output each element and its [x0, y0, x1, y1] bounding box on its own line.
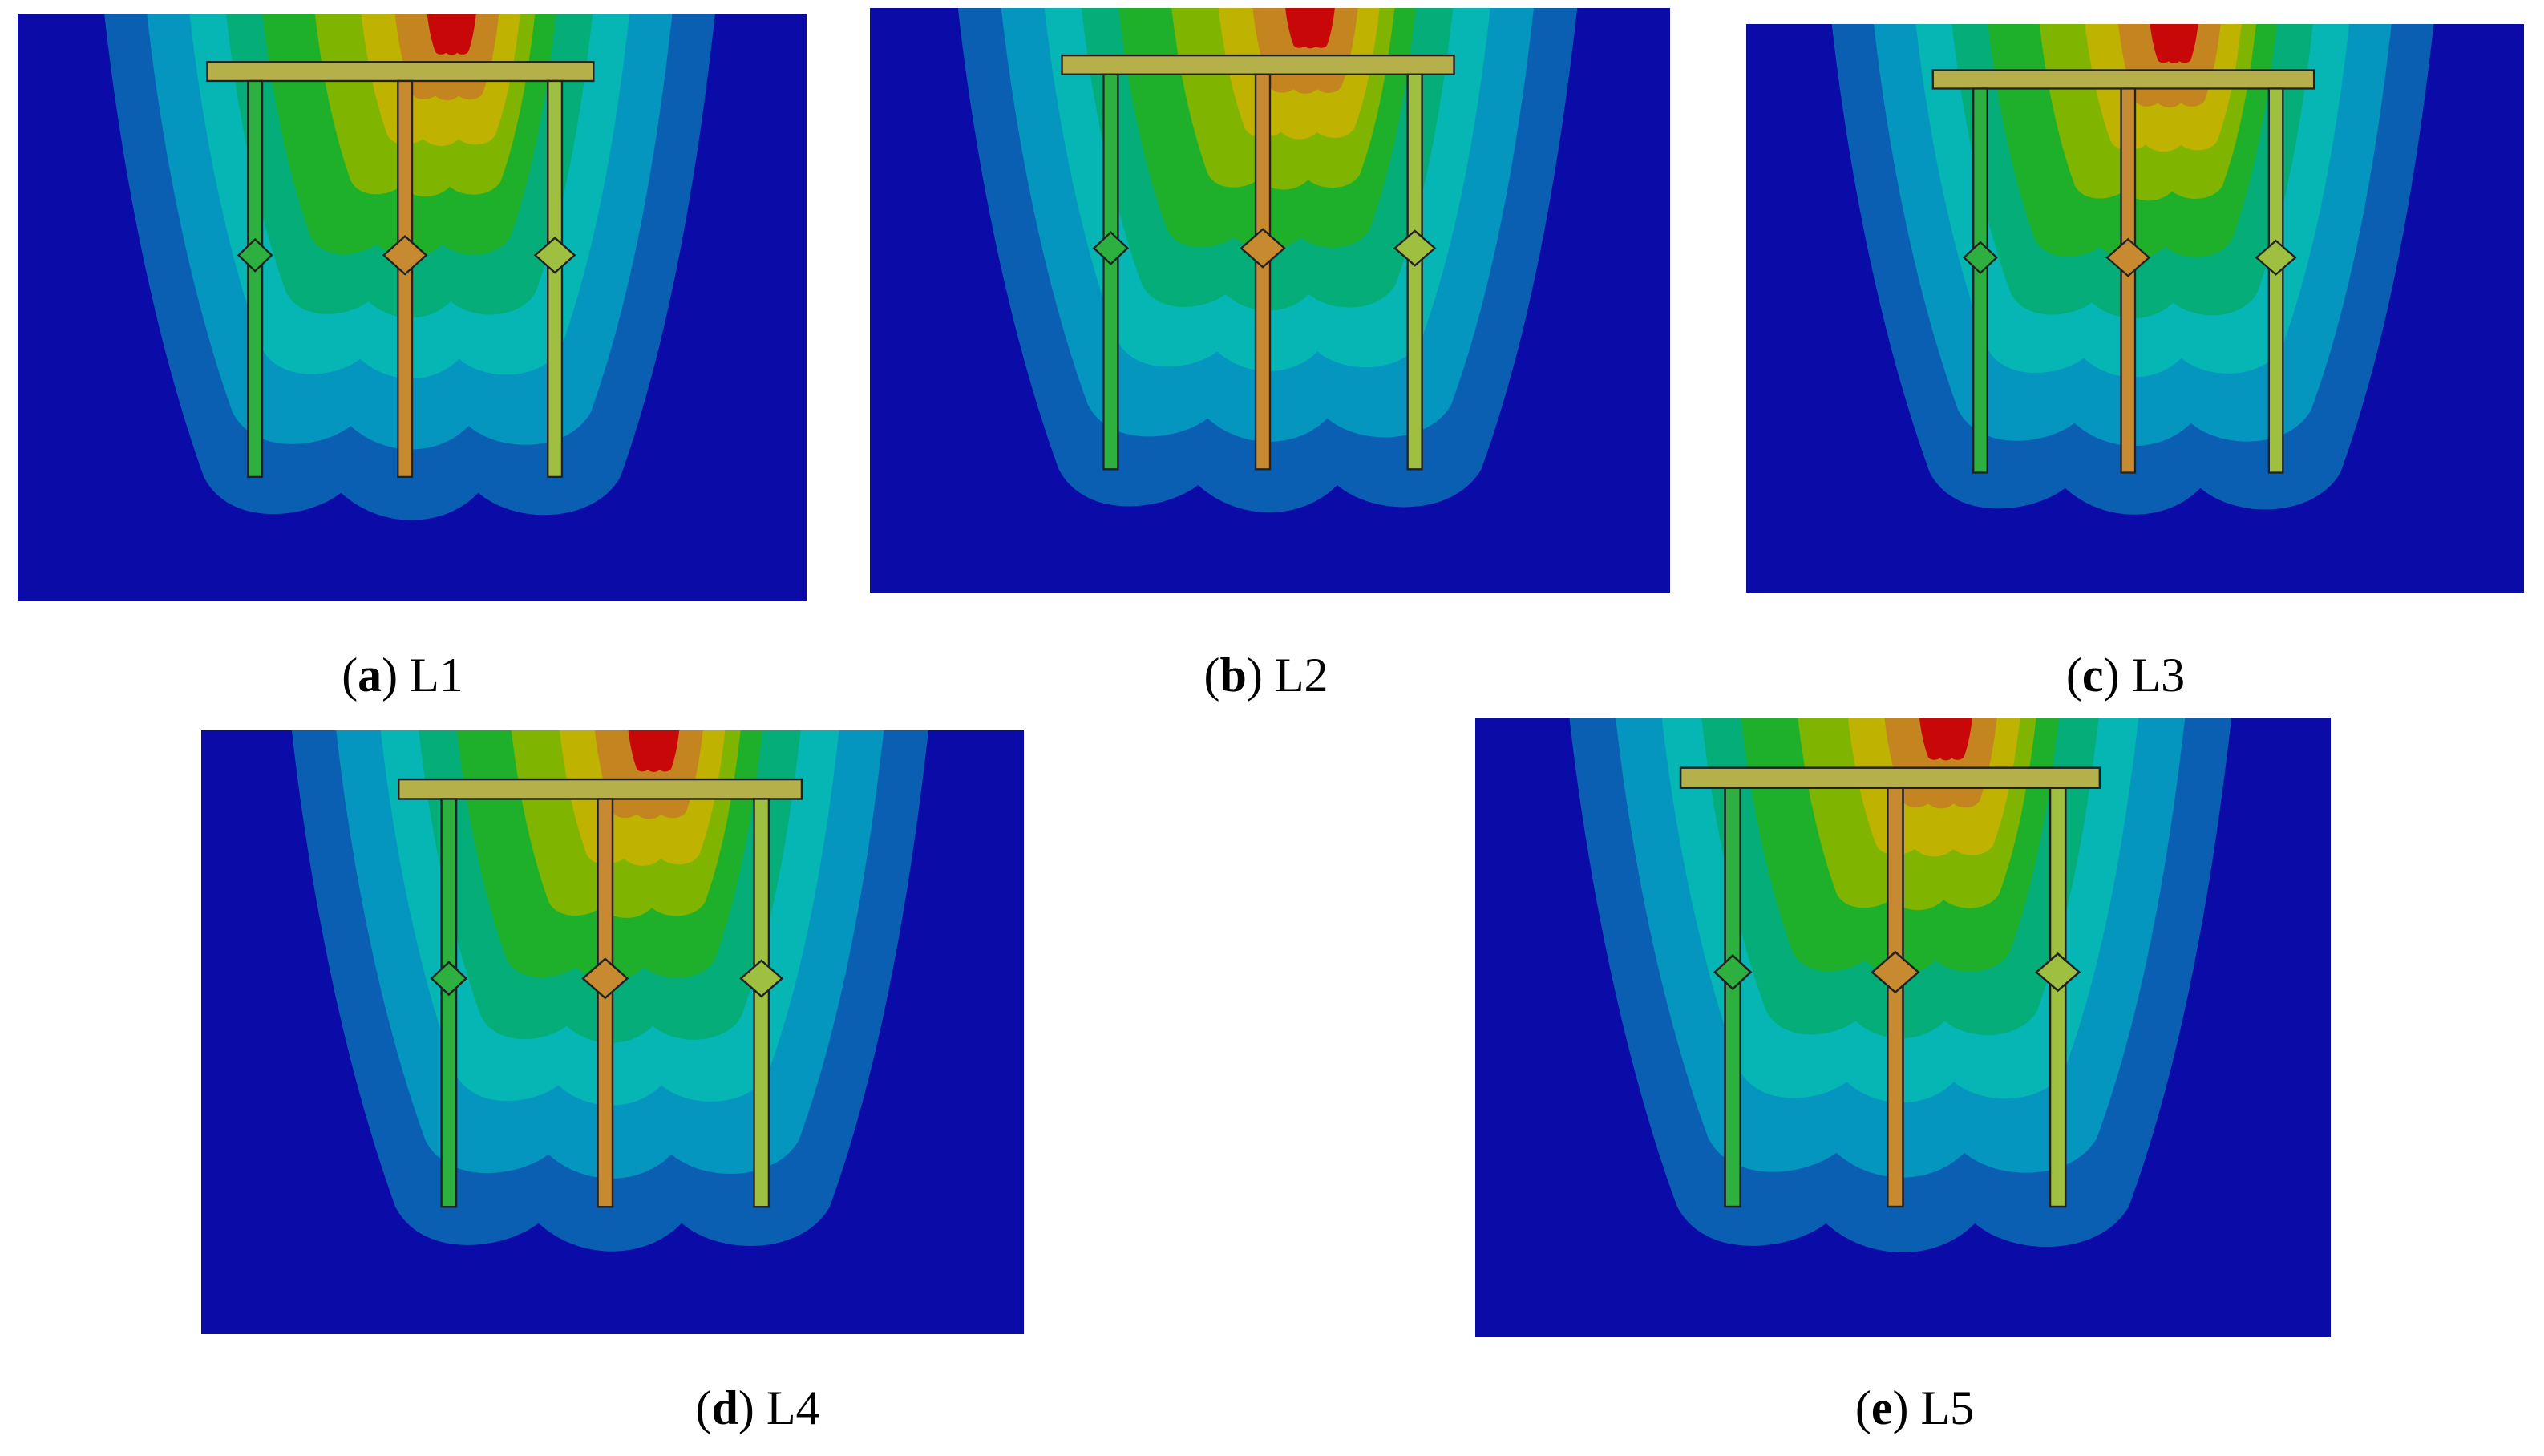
- caption: (b) L2: [1204, 648, 1329, 703]
- contour-plot: [870, 8, 1670, 593]
- contour-plot: [201, 730, 1024, 1334]
- caption-open: (: [1854, 1381, 1871, 1434]
- contour-plot: [18, 14, 807, 601]
- caption-open: (: [342, 649, 358, 702]
- caption-open: (: [1203, 649, 1220, 702]
- caption-name: L3: [2131, 649, 2186, 702]
- caption-letter: c: [2081, 649, 2104, 702]
- caption-open: (: [2065, 649, 2082, 702]
- caption-letter: b: [1219, 649, 1247, 702]
- contour-plot: [1746, 24, 2524, 593]
- caption-name: L2: [1274, 649, 1329, 702]
- caption-open: (: [695, 1381, 712, 1434]
- caption: (e) L5: [1855, 1381, 1974, 1436]
- caption-close: ): [2103, 649, 2120, 702]
- caption-letter: e: [1871, 1381, 1893, 1434]
- caption-letter: a: [358, 649, 382, 702]
- caption-letter: d: [711, 1381, 738, 1434]
- caption-name: L5: [1920, 1381, 1975, 1434]
- caption-name: L1: [410, 649, 463, 702]
- caption: (a) L1: [342, 648, 463, 703]
- caption: (d) L4: [696, 1381, 820, 1436]
- caption-close: ): [1892, 1381, 1909, 1434]
- caption-close: ): [382, 649, 398, 702]
- caption: (c) L3: [2066, 648, 2185, 703]
- contour-plot: [1475, 718, 2331, 1337]
- caption-close: ): [738, 1381, 754, 1434]
- caption-name: L4: [766, 1381, 820, 1434]
- caption-close: ): [1246, 649, 1263, 702]
